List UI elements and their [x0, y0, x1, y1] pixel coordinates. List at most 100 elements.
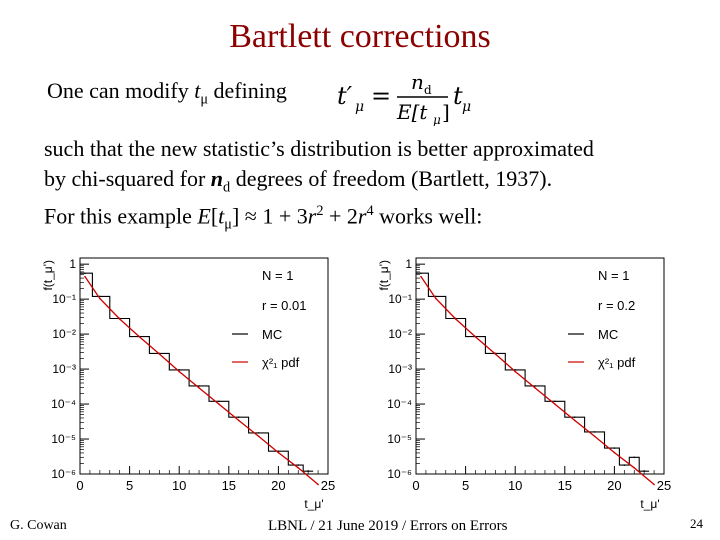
formula-denominator-end: ] [442, 100, 450, 124]
legend-mc-label: MC [262, 327, 282, 342]
pdf-point [158, 353, 161, 355]
formula-numerator: n [411, 70, 424, 94]
pdf-point [633, 467, 636, 469]
formula-equals: = [371, 82, 391, 110]
legend-r: r = 0.2 [598, 298, 635, 313]
pdf-point [474, 336, 477, 338]
intro-var-sub: μ [200, 91, 209, 108]
intro-line: One can modify tμ defining [47, 78, 287, 108]
pdf-point [84, 275, 86, 278]
mc-point [633, 456, 636, 459]
legend-n: N = 1 [598, 268, 629, 283]
mc-point [593, 431, 596, 433]
explanation-var-sub: d [223, 179, 231, 196]
y-tick-label: 10⁻³ [388, 362, 412, 376]
x-tick-label: 15 [222, 478, 236, 493]
example-r1: r [307, 203, 317, 229]
plot-right: 1 10⁻¹ 10⁻² 10⁻³ 10⁻⁴ 10⁻⁵ 10⁻⁶ 0 5 10 15 20 25 t_μ' f… [377, 246, 678, 522]
pdf-point [435, 297, 437, 300]
bartlett-formula: t′ μ = n d E[t μ ] t μ [337, 70, 471, 126]
pdf-point [99, 297, 101, 300]
pdf-point [573, 419, 576, 422]
example-line: For this example E[tμ] ≈ 1 + 3r2 + 2r4 w… [44, 203, 482, 234]
pdf-point [138, 336, 141, 338]
mc-point [307, 470, 309, 473]
legend-r: r = 0.01 [262, 298, 306, 313]
mc-point [514, 369, 516, 371]
x-tick-label: 10 [508, 478, 522, 493]
example-t-sub: μ [224, 216, 232, 233]
explanation-pre: by chi-squared for [44, 166, 211, 191]
pdf-point [554, 403, 556, 405]
example-t: t [218, 203, 225, 229]
mc-point [573, 416, 576, 419]
footer-author: G. Cowan [10, 518, 67, 533]
plot-left-svg: 1 10⁻¹ 10⁻² 10⁻³ 10⁻⁴ 10⁻⁵ 10⁻⁶0 5 10 15 20 25 t_μ' f… [41, 257, 335, 511]
explanation-var: n [210, 166, 224, 191]
pdf-point [237, 419, 240, 422]
explanation-post: degrees of freedom (Bartlett, 1937). [230, 166, 553, 191]
pdf-point [593, 435, 596, 438]
y-tick-label: 10⁻² [388, 327, 412, 341]
pdf-point [613, 451, 616, 454]
x-tick-label: 5 [126, 478, 133, 493]
mc-point [534, 385, 536, 387]
legend-pdf-label: χ²₁ pdf [598, 355, 636, 370]
pdf-point [178, 370, 180, 373]
formula-numerator-sub: d [424, 83, 432, 97]
example-post: works well: [373, 203, 483, 229]
legend-mc-label: MC [598, 327, 618, 342]
pdf-point [198, 387, 200, 389]
plot-right-svg: 1 10⁻¹ 10⁻² 10⁻³ 10⁻⁴ 10⁻⁵ 10⁻⁶0 5 10 15 20 25 t_μ' f… [377, 257, 671, 511]
example-mid: + 2 [323, 203, 358, 229]
example-close: ] ≈ 1 + 3 [231, 203, 308, 229]
intro-after: defining [208, 78, 287, 103]
y-axis-label: f(t_μ') [41, 260, 55, 291]
y-tick-label: 1 [69, 257, 76, 271]
mc-point [613, 447, 616, 449]
pdf-point [297, 467, 300, 469]
pdf-point [277, 451, 280, 454]
plot-frame [79, 257, 329, 475]
pdf-point [118, 318, 121, 320]
explanation-text: such that the new statistic’s distributi… [44, 134, 694, 202]
mc-point [623, 464, 626, 466]
y-tick-label: 10⁻⁶ [51, 467, 76, 481]
plot-frame [415, 257, 665, 475]
pdf-point [218, 403, 220, 405]
formula-rhs: t [453, 82, 463, 110]
slide-title: Bartlett corrections [229, 18, 491, 55]
pdf-point [317, 483, 319, 486]
mc-point [643, 470, 645, 473]
mc-point [257, 432, 260, 434]
example-pre: For this example [44, 203, 198, 229]
mc-point [218, 400, 220, 403]
pdf-point [514, 370, 516, 373]
y-tick-label: 10⁻⁵ [51, 432, 76, 446]
x-axis-label: t_μ' [304, 497, 323, 511]
formula-denominator-sub: μ [433, 113, 441, 126]
pdf-point [454, 318, 457, 320]
x-tick-label: 0 [76, 478, 83, 493]
intro-var: t [194, 78, 201, 103]
x-tick-label: 15 [558, 478, 572, 493]
y-tick-label: 10⁻⁵ [387, 432, 412, 446]
mc-point [198, 385, 200, 387]
x-axis-label: t_μ' [640, 497, 659, 511]
mc-point [237, 416, 240, 419]
y-axis-label: f(t_μ') [378, 260, 391, 291]
mc-point [435, 295, 437, 298]
intro-text: One can modify [47, 78, 195, 103]
x-tick-label: 0 [412, 478, 419, 493]
x-tick-label: 5 [462, 478, 469, 493]
y-tick-label: 10⁻² [52, 327, 76, 341]
formula-denominator: E[t [396, 100, 428, 124]
x-tick-label: 20 [607, 478, 621, 493]
y-tick-label: 10⁻⁴ [387, 397, 412, 411]
explanation-line-2: by chi-squared for nd degrees of freedom… [44, 164, 694, 202]
formula-lhs: t′ [337, 82, 353, 110]
mc-point [554, 400, 556, 403]
y-tick-label: 10⁻⁴ [51, 397, 76, 411]
y-tick-label: 10⁻¹ [52, 292, 76, 306]
mc-point [420, 272, 422, 275]
